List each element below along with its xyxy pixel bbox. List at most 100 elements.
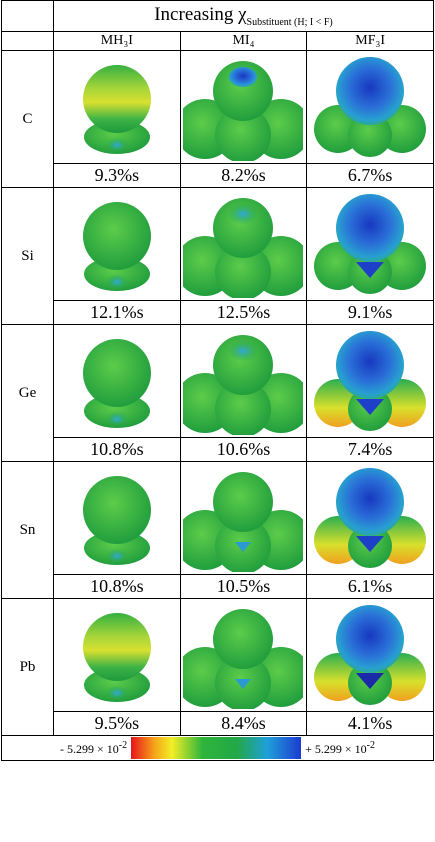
scale-exponent: -2	[119, 740, 127, 751]
sphere	[336, 57, 404, 125]
molecule	[183, 601, 303, 709]
sphere	[336, 194, 404, 262]
molecule	[183, 464, 303, 572]
image-cell	[307, 51, 434, 164]
molecule	[310, 464, 430, 572]
percent-s: 9.1%s	[307, 301, 434, 325]
spot	[229, 204, 257, 224]
sphere	[336, 331, 404, 399]
scale-label: - 5.299 × 10-2	[60, 740, 127, 757]
molecule	[183, 190, 303, 298]
sphere	[83, 202, 151, 270]
scale-cell: - 5.299 × 10-2+ 5.299 × 10-2	[2, 736, 434, 761]
percent-s: 6.7%s	[307, 164, 434, 188]
column-header: MH₃I	[54, 32, 181, 51]
column-header: MI₄	[180, 32, 307, 51]
percent-s: 10.5%s	[180, 575, 307, 599]
sphere	[336, 605, 404, 673]
sphere	[336, 468, 404, 536]
percent-s: 6.1%s	[307, 575, 434, 599]
image-cell	[180, 325, 307, 438]
percent-s: 8.2%s	[180, 164, 307, 188]
corner	[2, 1, 54, 32]
page: Increasing χSubstituent (H; I < F) MH₃IM…	[0, 0, 435, 842]
column-header: MF₃I	[307, 32, 434, 51]
image-cell	[54, 462, 181, 575]
image-cell	[180, 462, 307, 575]
image-cell	[54, 188, 181, 301]
image-row: Ge	[2, 325, 434, 438]
image-cell	[180, 51, 307, 164]
image-row: C	[2, 51, 434, 164]
spot	[107, 138, 127, 152]
image-row: Si	[2, 188, 434, 301]
element-label: C	[2, 51, 54, 188]
header-row: Increasing χSubstituent (H; I < F)	[2, 1, 434, 32]
percent-s: 10.8%s	[54, 575, 181, 599]
spot	[229, 341, 257, 361]
image-cell	[54, 599, 181, 712]
image-row: Sn	[2, 462, 434, 575]
molecule	[310, 327, 430, 435]
spot	[229, 67, 257, 87]
percent-s: 10.6%s	[180, 438, 307, 462]
molecule	[183, 327, 303, 435]
scale-row: - 5.299 × 10-2+ 5.299 × 10-2	[2, 736, 434, 761]
molecule	[57, 53, 177, 161]
header-label: Increasing χ	[154, 4, 246, 25]
scale: - 5.299 × 10-2+ 5.299 × 10-2	[2, 737, 433, 759]
molecule	[57, 190, 177, 298]
sphere	[83, 476, 151, 544]
sphere	[213, 472, 273, 532]
image-row: Pb	[2, 599, 434, 712]
spot	[107, 412, 127, 426]
molecule	[57, 464, 177, 572]
image-cell	[307, 599, 434, 712]
sphere	[83, 613, 151, 681]
element-label: Ge	[2, 325, 54, 462]
sphere	[83, 339, 151, 407]
value-row: 9.3%s8.2%s6.7%s	[2, 164, 434, 188]
value-row: 9.5%s8.4%s4.1%s	[2, 712, 434, 736]
sphere	[213, 609, 273, 669]
percent-s: 12.5%s	[180, 301, 307, 325]
header: Increasing χSubstituent (H; I < F)	[54, 1, 434, 32]
image-cell	[180, 599, 307, 712]
molecule	[310, 190, 430, 298]
percent-s: 8.4%s	[180, 712, 307, 736]
scale-text: + 5.299 × 10	[305, 742, 367, 756]
percent-s: 12.1%s	[54, 301, 181, 325]
percent-s: 4.1%s	[307, 712, 434, 736]
scale-text: - 5.299 × 10	[60, 742, 119, 756]
color-bar	[131, 737, 301, 759]
image-cell	[307, 462, 434, 575]
element-label: Pb	[2, 599, 54, 736]
element-label: Sn	[2, 462, 54, 599]
header-subscript: Substituent (H; I < F)	[247, 17, 333, 28]
molecule	[310, 53, 430, 161]
spot	[107, 686, 127, 700]
spot	[107, 549, 127, 563]
image-cell	[54, 325, 181, 438]
element-label: Si	[2, 188, 54, 325]
molecule	[57, 601, 177, 709]
percent-s: 7.4%s	[307, 438, 434, 462]
image-cell	[307, 188, 434, 301]
molecule	[183, 53, 303, 161]
image-cell	[54, 51, 181, 164]
image-cell	[307, 325, 434, 438]
percent-s: 9.3%s	[54, 164, 181, 188]
molecule	[310, 601, 430, 709]
scale-label: + 5.299 × 10-2	[305, 740, 375, 757]
sphere	[83, 65, 151, 133]
percent-s: 9.5%s	[54, 712, 181, 736]
percent-s: 10.8%s	[54, 438, 181, 462]
scale-exponent: -2	[367, 740, 375, 751]
image-cell	[180, 188, 307, 301]
corner	[2, 32, 54, 51]
